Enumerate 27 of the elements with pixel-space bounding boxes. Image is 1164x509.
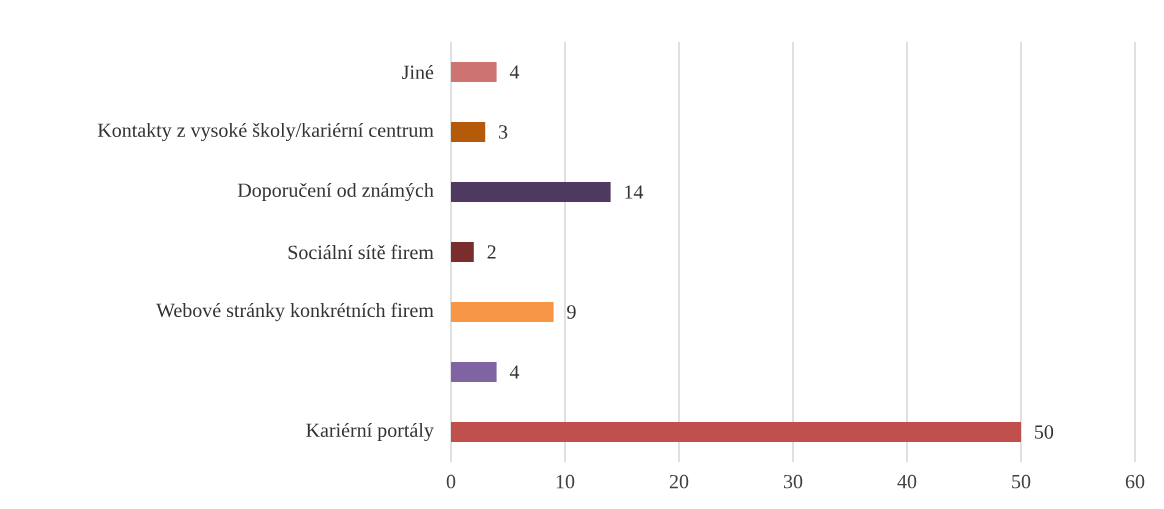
bar	[451, 242, 474, 262]
y-tick-label: Jiné	[402, 64, 434, 80]
x-tick-label: 40	[897, 474, 917, 489]
bar	[451, 182, 611, 202]
x-tick-label: 50	[1012, 474, 1031, 489]
data-label: 3	[499, 125, 508, 139]
bar	[451, 302, 554, 322]
y-tick-label: Kontakty z vysoké školy/kariérní centrum	[97, 122, 434, 142]
bar	[451, 362, 497, 382]
bar	[451, 422, 1022, 442]
y-tick-label: Webové stránky konkrétních firem	[156, 302, 434, 322]
x-tick-label: 20	[669, 474, 689, 489]
x-tick-label: 10	[556, 474, 575, 489]
bar	[451, 122, 486, 142]
data-label: 4	[509, 365, 520, 379]
x-tick-label: 0	[446, 474, 456, 489]
data-label: 4	[509, 65, 520, 79]
y-tick-label: Doporučení od známých	[237, 182, 434, 202]
bar	[451, 62, 497, 82]
data-label: 9	[567, 305, 576, 319]
y-tick-label: Sociální sítě firem	[288, 244, 434, 260]
data-label: 50	[1035, 425, 1054, 439]
data-label: 14	[625, 185, 644, 199]
x-tick-label: 60	[1125, 474, 1145, 489]
x-tick-label: 30	[783, 474, 803, 489]
data-label: 2	[487, 245, 496, 259]
y-tick-label: Kariérní portály	[306, 422, 434, 442]
